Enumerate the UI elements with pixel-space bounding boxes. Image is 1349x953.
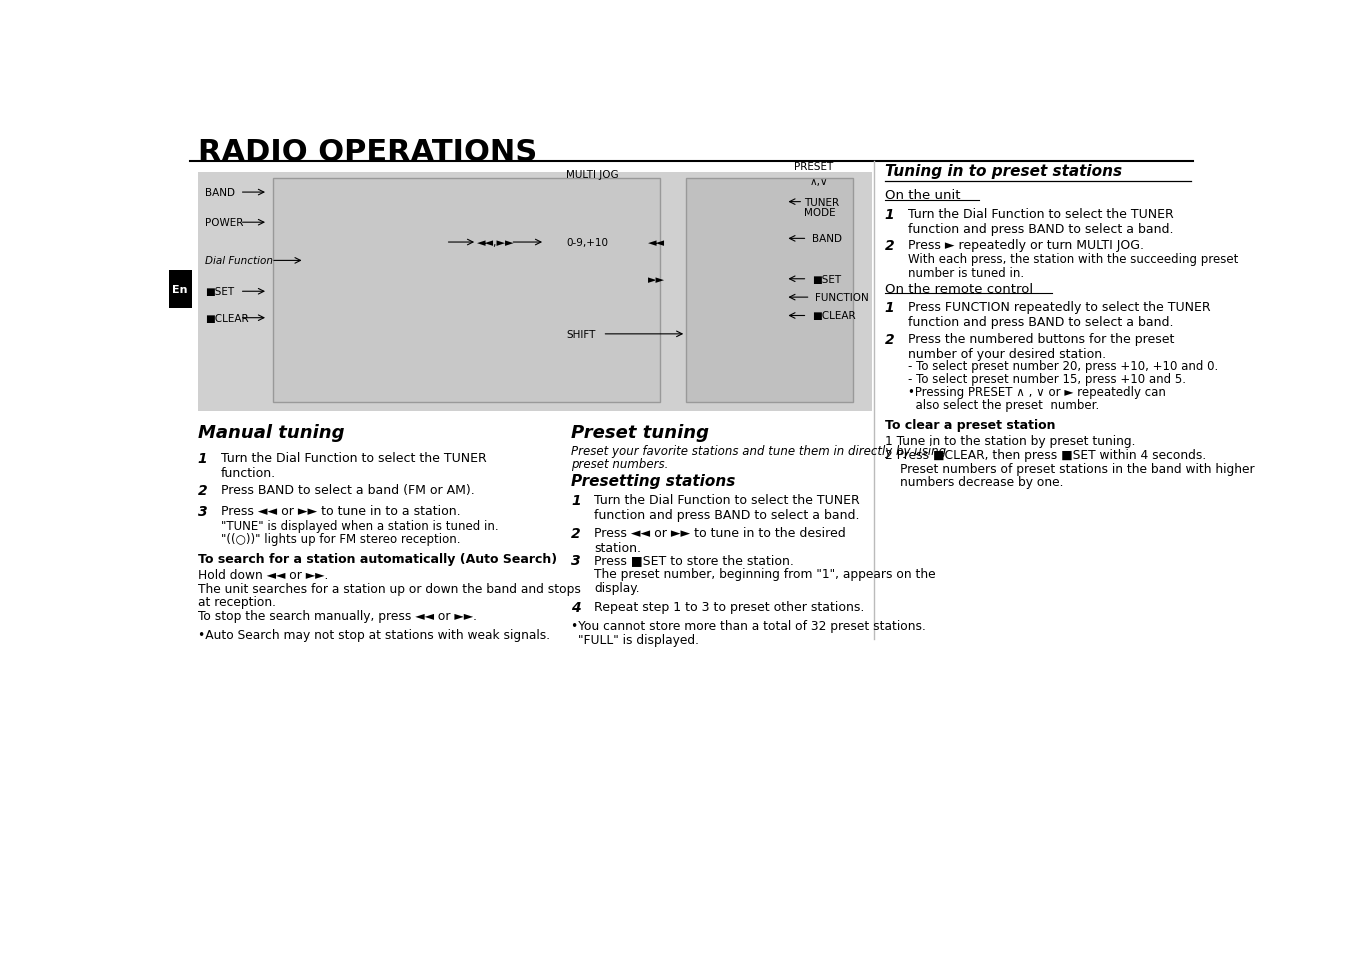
Text: Press the numbered buttons for the preset
number of your desired station.: Press the numbered buttons for the prese…	[908, 333, 1174, 360]
Text: BAND: BAND	[205, 188, 235, 198]
Text: TUNER: TUNER	[804, 197, 839, 208]
Text: With each press, the station with the succeeding preset: With each press, the station with the su…	[908, 253, 1238, 266]
Text: ■SET: ■SET	[812, 274, 840, 284]
Text: 1: 1	[198, 452, 208, 466]
Text: RADIO OPERATIONS: RADIO OPERATIONS	[198, 138, 537, 167]
Text: 1: 1	[571, 494, 581, 508]
Text: Press FUNCTION repeatedly to select the TUNER
function and press BAND to select : Press FUNCTION repeatedly to select the …	[908, 301, 1210, 329]
Text: Dial Function: Dial Function	[205, 256, 274, 266]
Text: "​TUNE​" is displayed when a station is tuned in.: "​TUNE​" is displayed when a station is …	[221, 519, 499, 533]
Text: ∧,∨: ∧,∨	[809, 177, 828, 187]
Text: "FULL" is displayed.: "FULL" is displayed.	[579, 633, 699, 646]
FancyBboxPatch shape	[272, 179, 660, 403]
Text: •Auto Search may not stop at stations with weak signals.: •Auto Search may not stop at stations wi…	[198, 628, 550, 641]
Text: Press ► repeatedly or turn MULTI JOG.: Press ► repeatedly or turn MULTI JOG.	[908, 239, 1144, 253]
Text: 4: 4	[571, 600, 581, 614]
FancyBboxPatch shape	[169, 271, 192, 309]
Text: at reception.: at reception.	[198, 596, 277, 609]
Text: 2: 2	[198, 483, 208, 497]
Text: The preset number, beginning from "1", appears on the: The preset number, beginning from "1", a…	[594, 568, 936, 580]
Text: To search for a station automatically (Auto Search): To search for a station automatically (A…	[198, 553, 557, 565]
Text: To stop the search manually, press ◄◄ or ►►.: To stop the search manually, press ◄◄ or…	[198, 610, 478, 622]
Text: 1: 1	[885, 301, 894, 314]
Text: ►►: ►►	[649, 274, 665, 284]
Text: Repeat step 1 to 3 to preset other stations.: Repeat step 1 to 3 to preset other stati…	[594, 600, 865, 613]
Text: Preset numbers of preset stations in the band with higher: Preset numbers of preset stations in the…	[901, 462, 1255, 476]
Text: Press ◄◄ or ►► to tune in to the desired
station.: Press ◄◄ or ►► to tune in to the desired…	[594, 527, 846, 555]
Text: On the remote control: On the remote control	[885, 282, 1033, 295]
Text: "((○))" lights up for FM stereo reception.: "((○))" lights up for FM stereo receptio…	[221, 533, 460, 546]
Text: numbers decrease by one.: numbers decrease by one.	[901, 476, 1064, 488]
Text: ◄◄: ◄◄	[649, 238, 665, 248]
Text: number is tuned in.: number is tuned in.	[908, 266, 1024, 279]
Text: The unit searches for a station up or down the band and stops: The unit searches for a station up or do…	[198, 582, 581, 596]
Text: - To select preset number 15, press +10 and 5.: - To select preset number 15, press +10 …	[908, 373, 1186, 386]
Text: Turn the Dial Function to select the TUNER
function.: Turn the Dial Function to select the TUN…	[221, 452, 487, 480]
Text: ■CLEAR: ■CLEAR	[812, 312, 855, 321]
Text: En: En	[173, 285, 188, 294]
Text: preset numbers.: preset numbers.	[571, 457, 669, 471]
Text: 3: 3	[571, 553, 581, 567]
Text: 2: 2	[571, 527, 581, 540]
Text: POWER: POWER	[205, 218, 244, 228]
Text: MULTI JOG: MULTI JOG	[567, 170, 619, 179]
Text: 0-9,+10: 0-9,+10	[567, 238, 608, 248]
Text: Manual tuning: Manual tuning	[198, 424, 344, 442]
Text: 3: 3	[198, 505, 208, 518]
Text: ◄◄,►►: ◄◄,►►	[478, 238, 514, 248]
Text: FUNCTION: FUNCTION	[815, 293, 869, 303]
Text: MODE: MODE	[804, 208, 836, 217]
Text: Press ◄◄ or ►► to tune in to a station.: Press ◄◄ or ►► to tune in to a station.	[221, 505, 460, 517]
Text: Preset tuning: Preset tuning	[571, 424, 710, 442]
Text: Turn the Dial Function to select the TUNER
function and press BAND to select a b: Turn the Dial Function to select the TUN…	[908, 208, 1174, 235]
Text: Tuning in to preset stations: Tuning in to preset stations	[885, 164, 1122, 179]
Text: •You cannot store more than a total of 32 preset stations.: •You cannot store more than a total of 3…	[571, 619, 925, 632]
Text: Turn the Dial Function to select the TUNER
function and press BAND to select a b: Turn the Dial Function to select the TUN…	[594, 494, 859, 521]
Text: 2: 2	[885, 239, 894, 253]
Text: 1: 1	[885, 208, 894, 221]
Text: SHIFT: SHIFT	[567, 330, 595, 339]
Text: display.: display.	[594, 581, 639, 594]
FancyBboxPatch shape	[687, 179, 854, 403]
Text: 2 Press ■CLEAR, then press ■SET within 4 seconds.: 2 Press ■CLEAR, then press ■SET within 4…	[885, 449, 1206, 462]
Text: Press BAND to select a band (FM or AM).: Press BAND to select a band (FM or AM).	[221, 483, 475, 497]
Text: PRESET: PRESET	[793, 162, 834, 172]
Text: also select the preset  number.: also select the preset number.	[908, 399, 1099, 412]
Text: 2: 2	[885, 333, 894, 346]
Text: BAND: BAND	[812, 234, 842, 244]
Text: Presetting stations: Presetting stations	[571, 474, 735, 488]
FancyBboxPatch shape	[198, 173, 873, 412]
Text: - To select preset number 20, press +10, +10 and 0.: - To select preset number 20, press +10,…	[908, 359, 1218, 373]
Text: •Pressing PRESET ∧ , ∨ or ► repeatedly can: •Pressing PRESET ∧ , ∨ or ► repeatedly c…	[908, 386, 1166, 399]
Text: Preset your favorite stations and tune them in directly by using: Preset your favorite stations and tune t…	[571, 444, 946, 457]
Text: To clear a preset station: To clear a preset station	[885, 419, 1055, 432]
Text: Press ■SET to store the station.: Press ■SET to store the station.	[594, 553, 795, 566]
Text: On the unit: On the unit	[885, 190, 960, 202]
Text: ■CLEAR: ■CLEAR	[205, 314, 248, 323]
Text: 1 Tune in to the station by preset tuning.: 1 Tune in to the station by preset tunin…	[885, 435, 1136, 448]
Text: ■SET: ■SET	[205, 287, 235, 297]
Text: Hold down ◄◄ or ►►.: Hold down ◄◄ or ►►.	[198, 569, 328, 581]
